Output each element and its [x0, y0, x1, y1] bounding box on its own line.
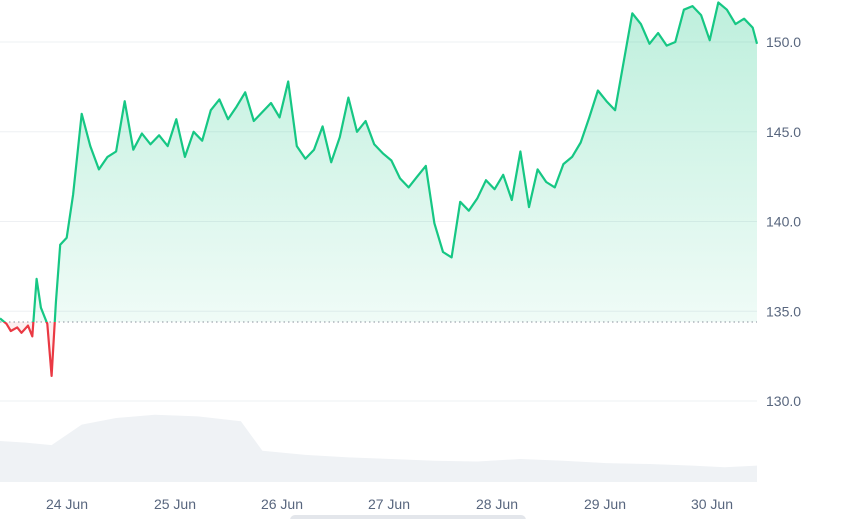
price-area-fill — [0, 2, 757, 376]
y-tick-label: 145.0 — [766, 124, 801, 140]
area-above-baseline — [0, 2, 757, 323]
scroll-handle[interactable] — [290, 515, 526, 519]
y-tick-label: 140.0 — [766, 214, 801, 230]
y-tick-label: 130.0 — [766, 393, 801, 409]
y-axis-labels: 150.0 145.0 140.0 135.0 130.0 — [766, 34, 801, 409]
x-tick-label: 28 Jun — [476, 496, 518, 512]
x-tick-label: 26 Jun — [261, 496, 303, 512]
y-tick-label: 135.0 — [766, 303, 801, 319]
volume-path — [0, 414, 757, 482]
x-tick-label: 30 Jun — [691, 496, 733, 512]
x-axis-labels: 24 Jun 25 Jun 26 Jun 27 Jun 28 Jun 29 Jun 30 J… — [46, 496, 733, 512]
y-tick-label: 150.0 — [766, 34, 801, 50]
volume-area — [0, 414, 757, 482]
series-line-up — [0, 1, 759, 323]
x-tick-label: 27 Jun — [368, 496, 410, 512]
x-tick-label: 25 Jun — [154, 496, 196, 512]
price-line — [0, 1, 759, 377]
x-tick-label: 29 Jun — [584, 496, 626, 512]
x-tick-label: 24 Jun — [46, 496, 88, 512]
